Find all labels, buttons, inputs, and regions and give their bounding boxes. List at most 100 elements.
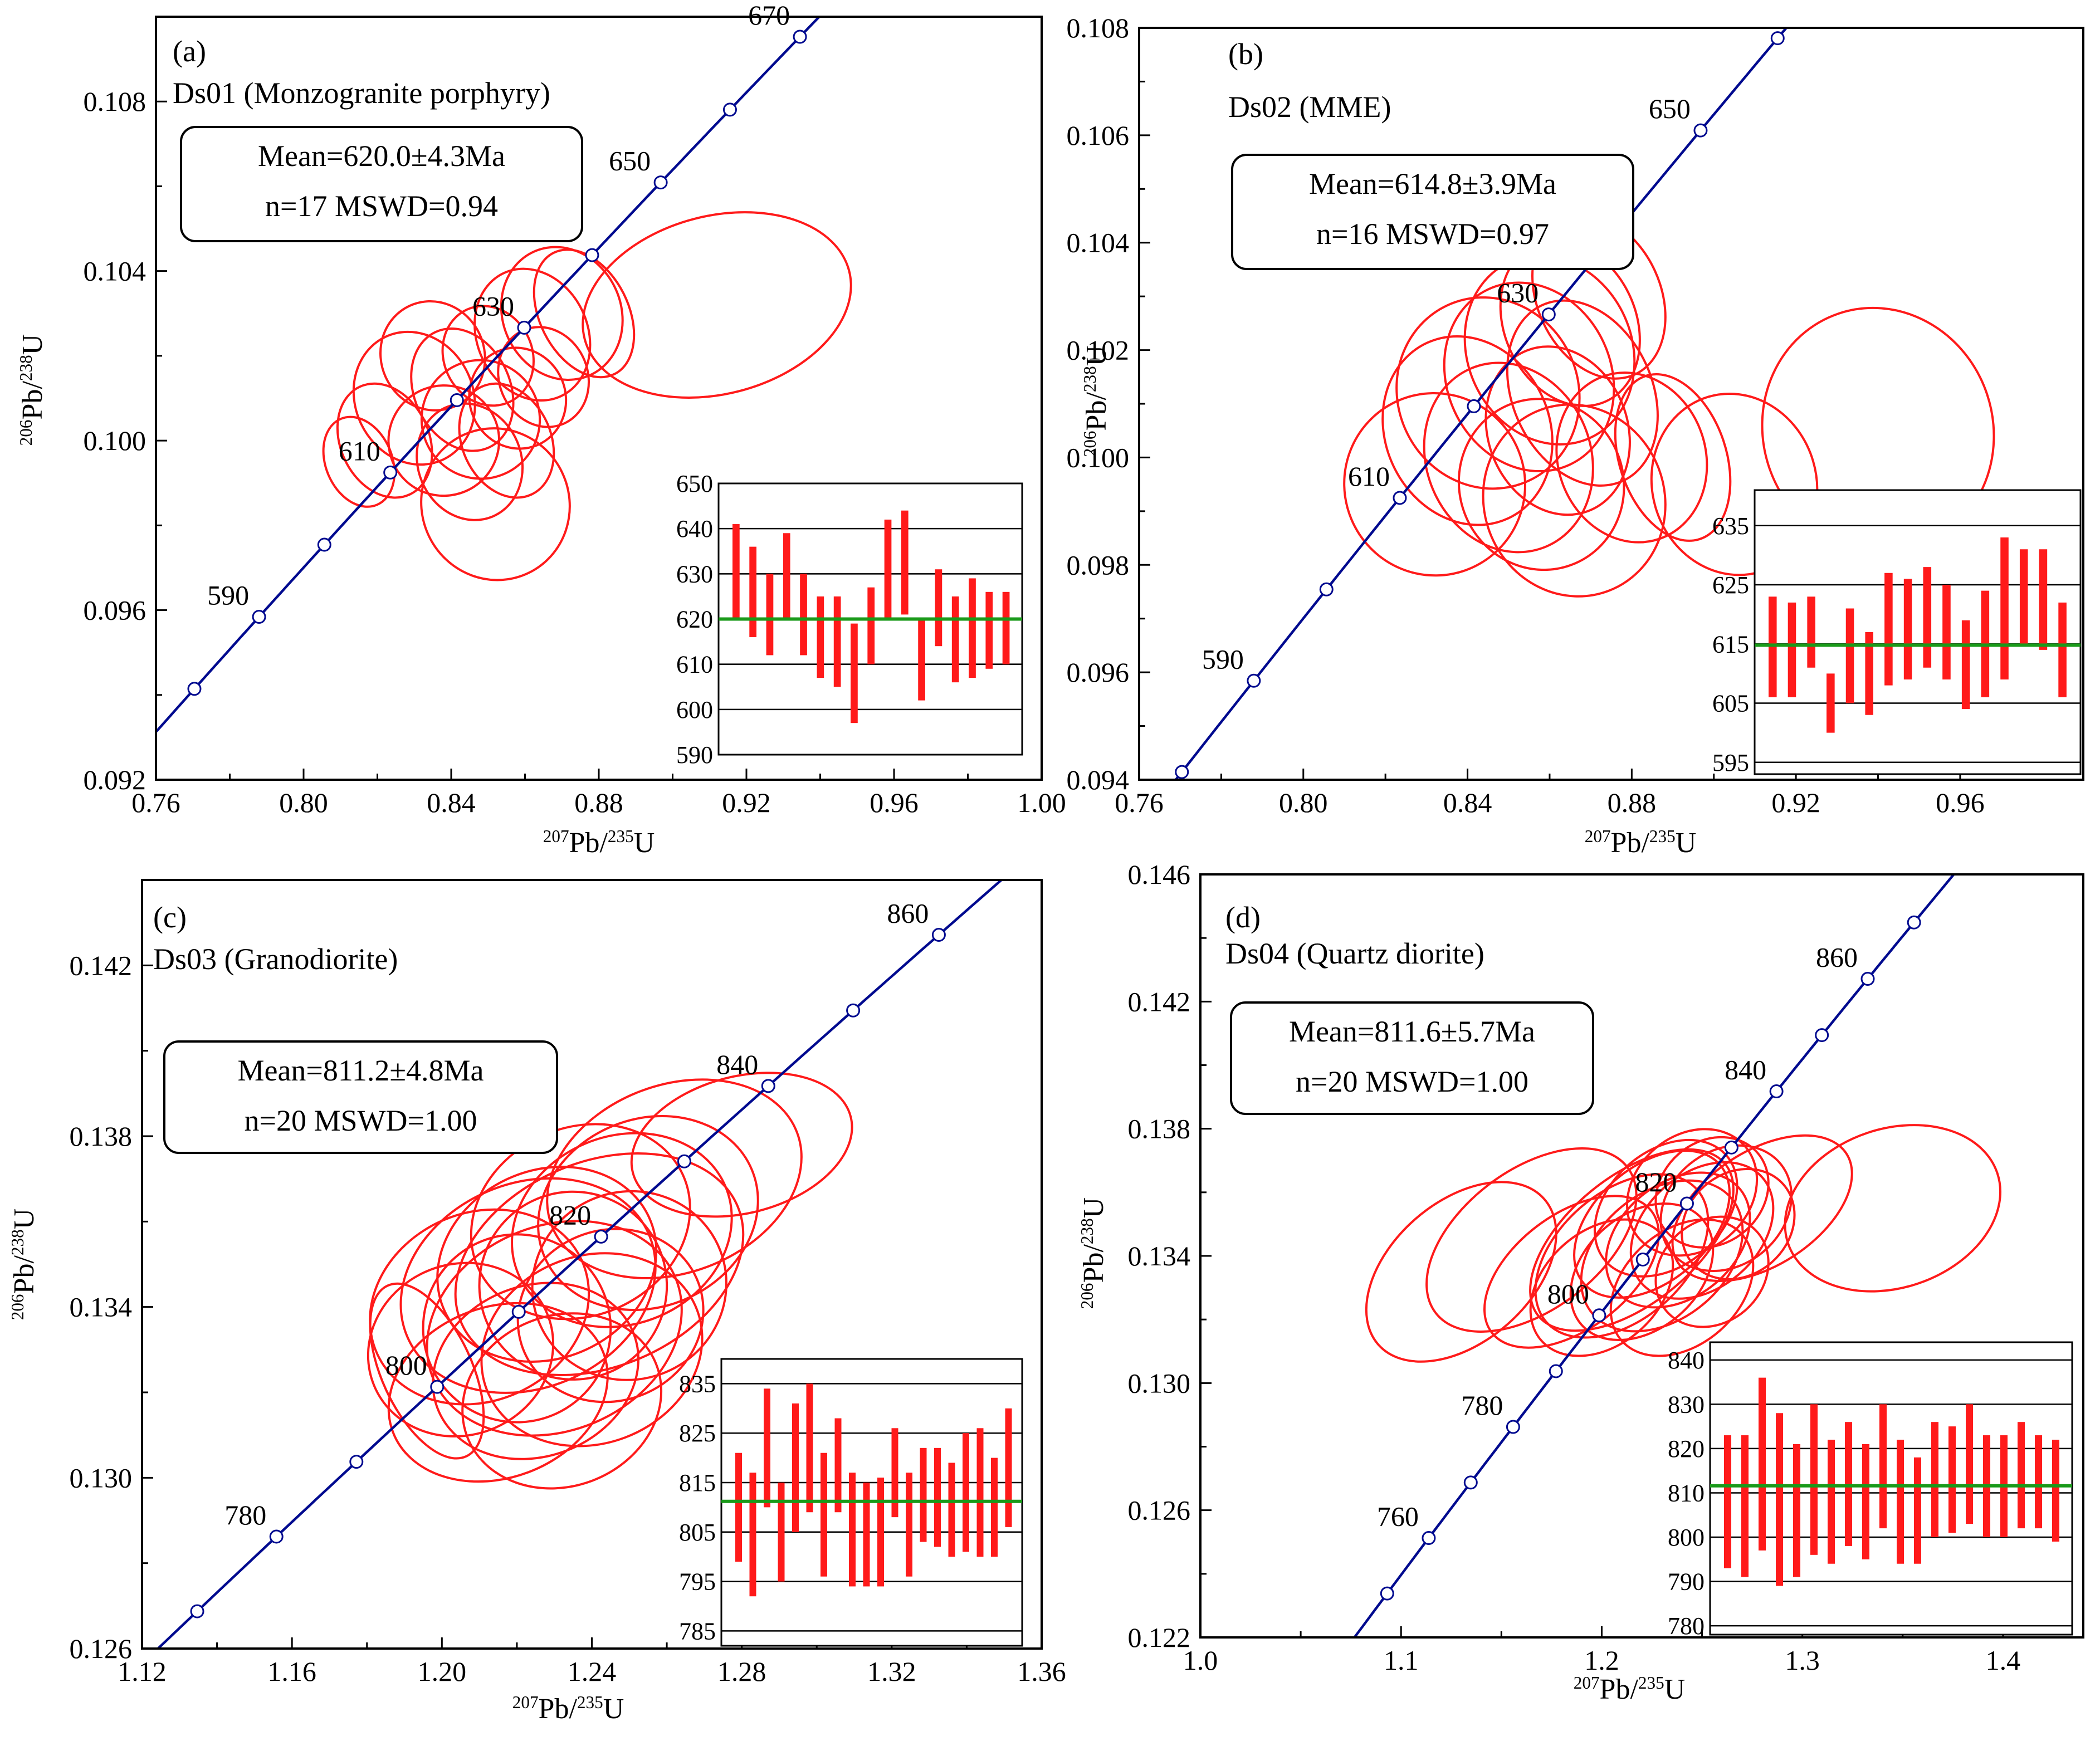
inset-y-tick-label: 620: [676, 606, 713, 633]
inset-age-bar-10: [884, 519, 892, 619]
error-ellipse-11: [1506, 299, 1659, 487]
inset-age-bar-9: [867, 587, 875, 664]
age-marker-780: [269, 1529, 284, 1544]
inset-age-bar-8: [1845, 1422, 1853, 1546]
y-tick-label: 0.142: [70, 950, 133, 981]
inset-age-bar-14: [1948, 1426, 1956, 1533]
error-ellipse-11: [1605, 1171, 1751, 1309]
inset-age-bar-14: [2019, 549, 2028, 644]
inset-age-bar-17: [1002, 591, 1010, 664]
inset-y-tick-label: 625: [1712, 571, 1749, 599]
y-tick-label: 0.108: [84, 86, 146, 117]
inset-age-bar-19: [2035, 1435, 2043, 1529]
age-marker-590: [1247, 673, 1261, 688]
x-tick-label: 0.96: [870, 787, 919, 818]
inset-age-bar-8: [834, 1418, 842, 1513]
y-tick-label: 0.146: [1128, 859, 1191, 890]
age-marker-610: [383, 465, 398, 480]
inset-age-bar-3: [766, 574, 774, 656]
error-ellipse-1: [369, 1282, 485, 1460]
inset-age-bar-15: [934, 1447, 941, 1547]
error-ellipse-18: [537, 1114, 759, 1312]
age-marker-880: [1955, 860, 1967, 872]
inset-age-bar-16: [985, 591, 993, 669]
age-marker-630: [517, 320, 531, 335]
inset-age-bar-10: [1879, 1404, 1887, 1529]
x-tick-label: 1.20: [418, 1656, 467, 1687]
error-ellipse-14: [454, 1152, 745, 1376]
age-label-610: 610: [1348, 461, 1390, 492]
inset-frame: [1709, 1341, 2073, 1636]
inset-y-tick-label: 605: [1712, 690, 1749, 717]
inset-age-bar-20: [1005, 1408, 1012, 1527]
error-ellipse-19: [546, 1078, 803, 1279]
inset-y-tick-label: 610: [676, 651, 713, 678]
inset-y-tick-label: 830: [1668, 1391, 1705, 1418]
age-label-780: 780: [224, 1499, 266, 1530]
age-marker-660: [722, 102, 737, 117]
weighted-mean-inset: 785 795 805 815 825 835: [679, 1358, 1023, 1647]
inset-age-bar-15: [2039, 549, 2048, 650]
age-marker-620: [450, 393, 464, 407]
panel-label: (b): [1228, 37, 1263, 71]
age-marker-870: [1907, 915, 1921, 930]
x-tick-label: 1.00: [1017, 787, 1066, 818]
inset-age-bar-7: [1884, 573, 1893, 686]
inset-age-bar-15: [969, 578, 976, 678]
age-marker-800: [430, 1380, 445, 1394]
age-label-820: 820: [1635, 1166, 1677, 1197]
error-ellipse-14: [1614, 373, 1732, 542]
age-marker-750: [1380, 1586, 1394, 1601]
mean-age-text: Mean=614.8±3.9Ma: [1309, 167, 1556, 200]
x-tick-label: 1.2: [1584, 1645, 1619, 1676]
error-ellipse-5: [1443, 281, 1615, 473]
inset-y-tick-label: 835: [679, 1370, 716, 1397]
inset-age-bar-13: [906, 1473, 912, 1577]
error-ellipse-6: [410, 327, 515, 452]
x-tick-label: 1.3: [1785, 1645, 1820, 1676]
inset-age-bar-13: [1931, 1422, 1939, 1537]
x-tick-label: 1.36: [1017, 1656, 1066, 1687]
x-tick-label: 1.0: [1183, 1645, 1218, 1676]
svg-text:206Pb/238U: 206Pb/238U: [16, 334, 48, 446]
age-label-590: 590: [1202, 643, 1244, 674]
x-tick-label: 0.84: [1443, 787, 1492, 818]
age-marker-600: [317, 537, 331, 552]
inset-age-bar-6: [806, 1383, 813, 1513]
error-ellipse-15: [516, 1227, 705, 1403]
weighted-mean-inset: 595 605 615 625 635: [1712, 489, 2082, 776]
error-ellipse-20: [1784, 1124, 2002, 1293]
weighted-mean-inset: 780 790 800 810 820 830 840: [1668, 1341, 2073, 1640]
y-tick-label: 0.134: [1128, 1240, 1191, 1271]
panel-c: 780 800 820 840 860 1.12 1.16 1.20 1.24 1.28 1.32 1…: [8, 879, 1066, 1725]
age-marker-580: [187, 682, 202, 696]
inset-age-bar-12: [918, 619, 925, 701]
x-tick-label: 1.24: [568, 1656, 617, 1687]
x-tick-label: 0.96: [1936, 787, 1985, 818]
y-axis-label: 206Pb/238U: [1077, 1197, 1110, 1309]
stats-box: [1230, 1001, 1594, 1115]
inset-age-bar-12: [891, 1428, 898, 1518]
age-marker-850: [1815, 1028, 1829, 1043]
inset-age-bar-5: [1845, 608, 1854, 703]
panel-label: (a): [173, 35, 206, 68]
inset-age-bar-4: [1826, 673, 1835, 733]
y-tick-label: 0.092: [84, 764, 146, 795]
stats-box: [163, 1040, 558, 1154]
inset-y-tick-label: 615: [1712, 630, 1749, 658]
panel-label: (c): [153, 901, 187, 934]
error-ellipse-3: [352, 330, 476, 466]
age-marker-820: [594, 1229, 608, 1244]
svg-text:207Pb/235U: 207Pb/235U: [1574, 1673, 1686, 1705]
age-label-760: 760: [1377, 1501, 1419, 1532]
svg-text:207Pb/235U: 207Pb/235U: [1585, 827, 1697, 859]
x-tick-label: 1.1: [1384, 1645, 1419, 1676]
error-ellipse-13: [480, 1252, 704, 1447]
error-ellipse-12: [420, 427, 571, 581]
inset-y-tick-label: 825: [679, 1420, 716, 1447]
age-marker-610: [1393, 491, 1407, 505]
inset-age-bar-3: [1807, 596, 1815, 668]
age-label-590: 590: [207, 580, 249, 611]
age-marker-760: [1422, 1531, 1436, 1546]
